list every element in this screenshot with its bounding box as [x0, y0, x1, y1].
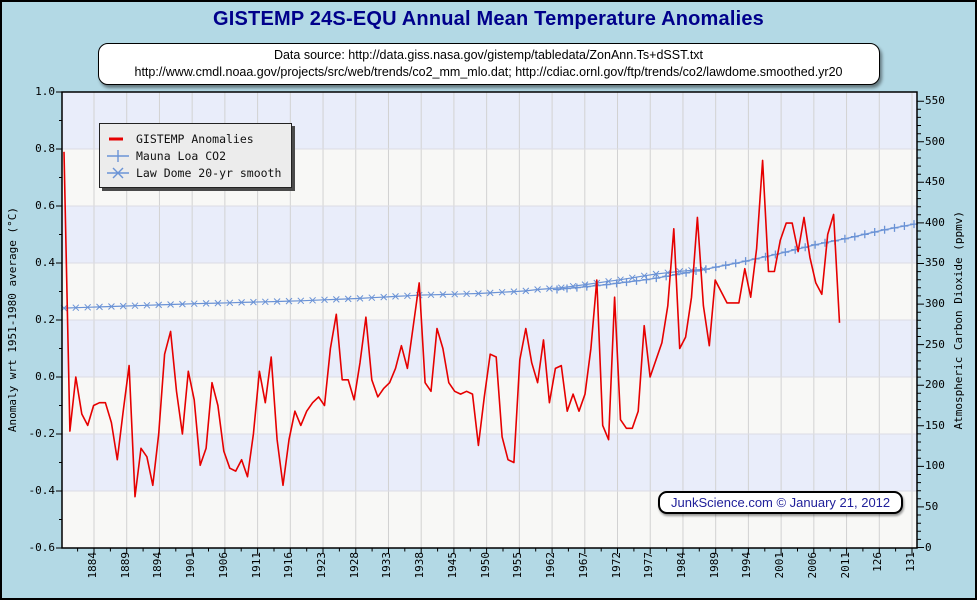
x-axis-tick-label: 1928 [347, 552, 361, 579]
axis-ticks [56, 91, 924, 554]
x-axis-tick-label: 1933 [380, 552, 394, 579]
gistemp-legend-icon [109, 137, 123, 140]
left-axis-tick-label: 0.6 [35, 199, 55, 212]
mauna-loa-legend-icon [107, 149, 129, 162]
x-axis-tick-label: 1945 [445, 552, 459, 579]
plot-band [62, 206, 917, 263]
x-axis-tick-label: 2011 [838, 552, 852, 579]
right-axis-title-text: Atmospheric Carbon Dioxide (ppmv) [951, 210, 965, 430]
right-axis-tick-label: 0 [925, 540, 932, 554]
plot-area [56, 91, 924, 554]
stamp-text: JunkScience.com © January 21, 2012 [671, 495, 891, 510]
left-axis-tick-label: 0.0 [35, 370, 55, 383]
x-axis-tick-label: 1984 [674, 552, 688, 579]
right-axis-tick-label: 550 [925, 94, 945, 108]
right-axis-tick-label: 50 [925, 499, 939, 513]
left-axis-tick-label: 0.2 [35, 313, 55, 326]
gistemp-line [63, 151, 841, 498]
source-line-2: http://www.cmdl.noaa.gov/projects/src/we… [134, 65, 843, 79]
x-axis-tick-label: 1962 [544, 552, 558, 579]
left-axis-tick-label: 0.4 [35, 256, 55, 269]
right-axis-tick-label: 100 [925, 459, 945, 473]
plot-svg [56, 91, 924, 554]
right-axis-tick-label: 150 [925, 418, 945, 432]
x-axis-tick-label: 1923 [315, 552, 329, 579]
left-axis-title: Anomaly wrt 1951-1980 average (°C) [4, 92, 20, 548]
plot-band [62, 434, 917, 491]
plot-band [62, 377, 917, 434]
plot-band [62, 320, 917, 377]
right-axis-tick-label: 500 [925, 134, 945, 148]
chart-title: GISTEMP 24S-EQU Annual Mean Temperature … [212, 8, 765, 30]
legend-item: Mauna Loa CO2 [106, 147, 281, 164]
x-axis-tick-label: 1894 [151, 552, 165, 579]
left-axis-title-text: Anomaly wrt 1951-1980 average (°C) [5, 207, 19, 433]
left-axis-tick-label: 1.0 [35, 85, 55, 98]
x-axis-tick-label: 2001 [773, 552, 787, 579]
x-axis-tick-label: 1911 [249, 552, 263, 579]
x-axis-tick-label: 1906 [216, 552, 230, 579]
x-axis-tick-label: 1916 [282, 552, 296, 579]
legend-item-label: Mauna Loa CO2 [136, 148, 227, 163]
x-axis-tick-label: 1955 [511, 552, 525, 579]
x-axis-tick-label: 1977 [642, 552, 656, 579]
x-axis-tick-label: 1989 [707, 552, 721, 579]
right-axis-tick-label: 400 [925, 215, 945, 229]
left-axis-tick-label: -0.4 [28, 484, 56, 497]
x-axis-tick-label: 1889 [118, 552, 132, 579]
x-axis-tick-label: 1901 [184, 552, 198, 579]
x-axis-tick-label: 1950 [478, 552, 492, 579]
legend-box: GISTEMP Anomalies Mauna Loa CO2 Law Dome 2… [99, 123, 293, 188]
left-axis-tick-label: -0.6 [28, 541, 56, 554]
x-axis-tick-label: 1884 [86, 552, 99, 579]
legend-item-label: GISTEMP Anomalies [136, 131, 254, 146]
legend-item: GISTEMP Anomalies [106, 130, 281, 147]
law-dome-legend-icon [107, 167, 129, 178]
left-axis-tick-label: -0.2 [28, 427, 56, 440]
x-axis-tick-label: 131 [904, 552, 917, 572]
source-line-1: Data source: http://data.giss.nasa.gov/g… [273, 48, 704, 62]
x-axis-tick-label: 1967 [576, 552, 590, 579]
right-axis-tick-label: 250 [925, 337, 945, 351]
legend-item: Law Dome 20-yr smooth [106, 164, 281, 181]
source-box: Data source: http://data.giss.nasa.gov/g… [97, 43, 880, 85]
right-axis-title: Atmospheric Carbon Dioxide (ppmv) [950, 92, 966, 548]
legend-item-label: Law Dome 20-yr smooth [136, 165, 282, 180]
stamp-box: JunkScience.com © January 21, 2012 [658, 491, 904, 514]
x-axis-tick-label: 1994 [740, 552, 754, 579]
x-axis-tick-label: 1938 [413, 552, 427, 579]
left-axis-tick-label: 0.8 [35, 142, 55, 155]
x-axis-tick-label: 2006 [805, 552, 819, 579]
right-axis-tick-label: 350 [925, 256, 945, 270]
x-axis-tick-label: 126 [871, 552, 885, 572]
right-axis-tick-label: 200 [925, 378, 945, 392]
right-axis-tick-label: 300 [925, 297, 945, 311]
right-axis-tick-label: 450 [925, 175, 945, 189]
x-axis-tick-label: 1972 [609, 552, 623, 579]
